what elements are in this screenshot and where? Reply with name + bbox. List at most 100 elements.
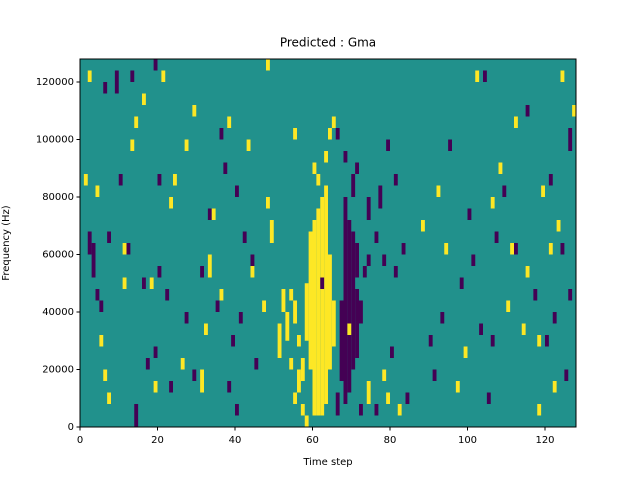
heatmap-cell	[103, 82, 108, 94]
x-tick-label: 120	[535, 435, 554, 446]
heatmap-cell	[351, 174, 356, 197]
heatmap-cell	[374, 231, 379, 243]
heatmap-cell	[211, 208, 216, 220]
heatmap-cell	[347, 220, 352, 393]
heatmap-cell	[568, 289, 573, 301]
x-tick-label: 0	[77, 435, 83, 446]
heatmap-cell	[184, 139, 189, 151]
heatmap-cell	[238, 312, 243, 324]
heatmap-cell	[316, 208, 321, 416]
heatmap-cell	[436, 185, 441, 197]
heatmap-cell	[285, 312, 290, 341]
heatmap-cell	[320, 277, 325, 289]
heatmap-cell	[169, 381, 173, 393]
heatmap-cell	[250, 266, 255, 278]
heatmap-cell	[366, 381, 371, 404]
heatmap-cell	[266, 59, 270, 71]
heatmap-cell	[514, 116, 518, 128]
heatmap-cell	[297, 335, 301, 347]
heatmap-cell	[204, 323, 208, 335]
heatmap-cell	[95, 185, 100, 197]
heatmap-cell	[548, 174, 553, 186]
heatmap-cell	[382, 254, 387, 266]
y-tick-label: 40000	[42, 307, 74, 318]
x-tick-label: 20	[151, 435, 164, 446]
heatmap-cell	[99, 300, 104, 312]
heatmap-cell	[87, 231, 92, 255]
heatmap-cell	[316, 174, 321, 186]
heatmap-cell	[393, 266, 398, 278]
heatmap-cell	[134, 116, 139, 128]
heatmap-cell	[242, 231, 247, 243]
heatmap-cell	[262, 300, 266, 312]
heatmap-cell	[219, 289, 224, 301]
heatmap-cell	[293, 392, 297, 404]
heatmap-cell	[362, 266, 367, 278]
heatmap-cell	[339, 300, 344, 381]
heatmap-cell	[335, 128, 340, 140]
heatmap-cell	[359, 300, 363, 324]
heatmap-cell	[130, 70, 135, 82]
heatmap-cell	[382, 369, 387, 381]
heatmap-cell	[304, 415, 309, 427]
heatmap-cell	[254, 358, 259, 370]
heatmap-cell	[165, 289, 170, 301]
heatmap-cell	[227, 381, 232, 393]
heatmap-cell	[393, 174, 398, 186]
x-tick-label: 60	[306, 435, 319, 446]
heatmap-cell	[355, 243, 359, 278]
heatmap-cell	[521, 323, 526, 335]
heatmap-cell	[421, 220, 425, 232]
heatmap-cell	[537, 404, 542, 416]
heatmap-cell	[541, 185, 545, 197]
plot-area	[80, 59, 576, 427]
heatmap-cell	[118, 174, 123, 186]
heatmap-cell	[173, 174, 177, 186]
heatmap-cell	[556, 220, 561, 232]
heatmap-cell	[331, 116, 336, 128]
heatmap-cell	[161, 70, 166, 82]
heatmap-cell	[572, 105, 576, 117]
heatmap-cell	[386, 139, 390, 151]
heatmap-cell	[514, 243, 518, 255]
heatmap-cell	[378, 185, 383, 209]
y-tick-label: 120000	[36, 77, 74, 88]
heatmap-cell	[169, 197, 173, 209]
heatmap-cell	[300, 404, 305, 416]
heatmap-cell	[440, 312, 445, 324]
heatmap-cell	[157, 174, 162, 186]
heatmap-cell	[490, 335, 495, 347]
heatmap-cell	[99, 335, 104, 347]
heatmap-cell	[405, 392, 410, 404]
heatmap-cell	[324, 185, 328, 209]
heatmap-cell	[207, 254, 212, 278]
heatmap-cell	[142, 277, 146, 289]
heatmap-cell	[246, 139, 251, 151]
heatmap-cell	[103, 369, 108, 381]
heatmap-cell	[142, 93, 146, 105]
heatmap-cell	[552, 312, 557, 324]
chart-title: Predicted : Gma	[280, 36, 376, 50]
heatmap-cell	[467, 208, 472, 220]
heatmap-cell	[107, 231, 111, 243]
heatmap-cell	[250, 254, 255, 266]
heatmap-cell	[328, 254, 332, 370]
heatmap-cell	[289, 358, 294, 370]
heatmap-cell	[533, 289, 538, 301]
heatmap-cell	[200, 266, 204, 278]
heatmap-cell	[343, 197, 348, 404]
heatmap-cell	[312, 220, 317, 416]
heatmap-cell	[475, 70, 480, 82]
heatmap-cell	[134, 404, 139, 427]
heatmap-cell	[227, 116, 232, 128]
heatmap-cell	[355, 162, 359, 174]
heatmap-cell	[359, 404, 363, 416]
heatmap-cell	[184, 312, 189, 324]
heatmap-cell	[328, 128, 332, 140]
heatmap-cell	[130, 139, 135, 151]
heatmap-cell	[114, 70, 119, 94]
heatmap-cell	[324, 208, 328, 404]
heatmap-cell	[545, 335, 549, 347]
heatmap-cell	[200, 369, 204, 393]
heatmap-cell	[122, 277, 127, 289]
